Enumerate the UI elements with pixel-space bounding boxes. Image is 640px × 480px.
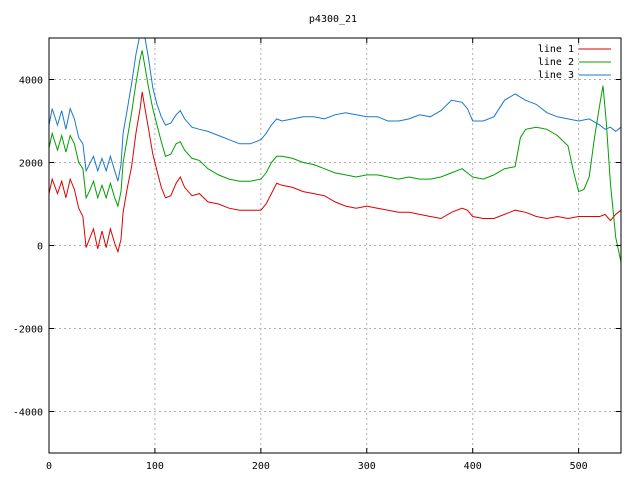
series-line-2 — [49, 50, 621, 263]
grid-lines — [49, 38, 621, 453]
x-tick-label: 0 — [46, 461, 52, 472]
axis-ticks: 0 100 200 300 400 500 -4000 -2000 0 2000 4000 — [13, 38, 621, 472]
legend-label: line 1 — [538, 44, 574, 55]
legend: line 1 line 2 line 3 — [538, 44, 611, 81]
y-tick-label: 2000 — [19, 159, 43, 170]
series-line-1 — [49, 91, 621, 254]
x-tick-label: 300 — [358, 461, 376, 472]
y-tick-label: 0 — [37, 242, 43, 253]
legend-label: line 2 — [538, 57, 574, 68]
y-tick-label: 4000 — [19, 76, 43, 87]
x-tick-label: 200 — [252, 461, 270, 472]
chart-title: p4300_21 — [309, 14, 357, 25]
series-line-3 — [49, 38, 621, 182]
x-tick-label: 400 — [464, 461, 482, 472]
y-tick-label: -2000 — [13, 325, 43, 336]
x-tick-label: 100 — [146, 461, 164, 472]
y-tick-label: -4000 — [13, 408, 43, 419]
series-lines — [49, 38, 621, 263]
x-tick-label: 500 — [570, 461, 588, 472]
legend-label: line 3 — [538, 70, 574, 81]
